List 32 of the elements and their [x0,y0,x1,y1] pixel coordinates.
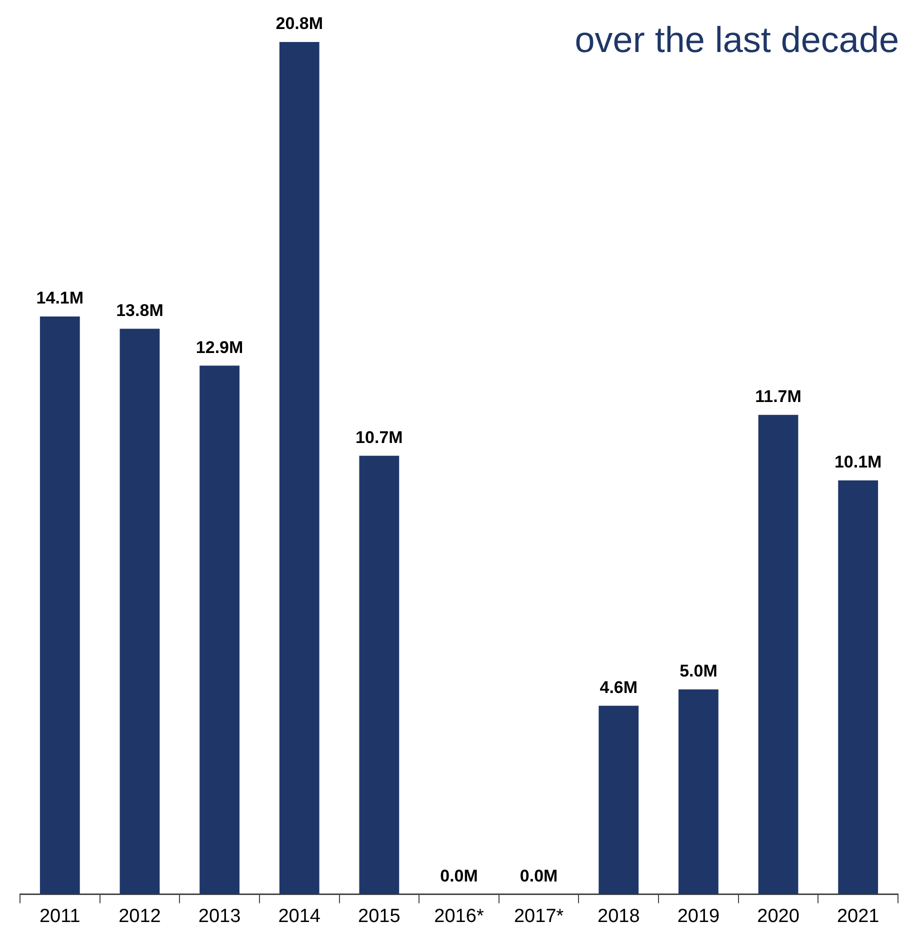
bar [678,689,718,894]
x-tick-label: 2014 [278,906,321,927]
data-label: 12.9M [196,338,244,357]
x-tick-label: 2018 [597,906,640,927]
data-label: 4.6M [600,678,638,697]
bar [40,316,80,894]
chart-title: over the last decade [574,19,899,60]
bar [359,456,400,894]
data-label: 11.7M [755,387,802,406]
data-label: 20.8M [276,14,323,34]
x-tick-label: 2019 [677,906,720,927]
bar [838,480,878,894]
data-label: 0.0M [520,866,558,886]
x-tick-label: 2012 [118,906,161,927]
data-label: 10.7M [356,428,403,447]
x-tick-label: 2015 [358,906,400,927]
bar [758,414,798,894]
x-tick-label: 2020 [757,906,800,927]
bar [200,366,240,894]
bar [598,706,639,894]
data-label: 0.0M [440,866,478,886]
x-tick-label: 2017* [514,906,564,927]
x-tick-label: 2021 [836,906,880,927]
data-label: 14.1M [36,288,84,308]
x-tick-label: 2016* [434,906,484,927]
x-tick-label: 2013 [198,906,241,927]
data-label: 5.0M [680,662,718,681]
bar [120,328,160,894]
bar [279,42,320,894]
data-label: 13.8M [116,300,164,320]
x-tick-label: 2011 [39,906,80,927]
data-label: 10.1M [834,452,882,472]
